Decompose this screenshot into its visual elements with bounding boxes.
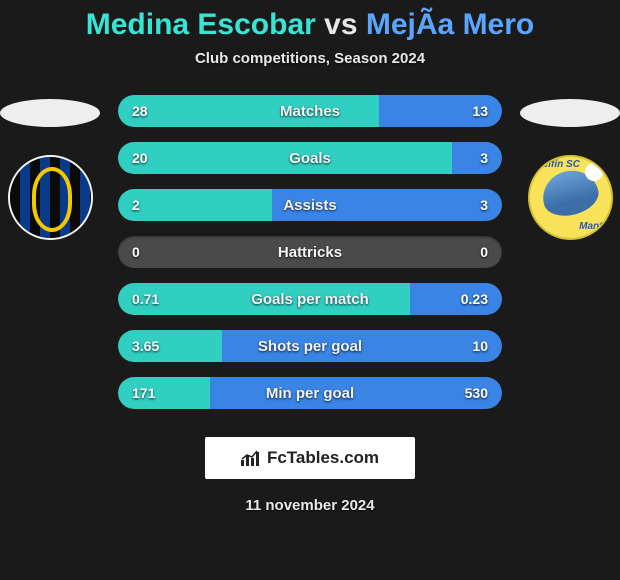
stat-value-right: 0 — [480, 244, 488, 260]
player1-club-crest-icon — [8, 155, 93, 240]
right-side-column: Delfín SC Mant — [520, 95, 620, 240]
brand-text: FcTables.com — [267, 448, 379, 468]
player2-name: MejÃ­a Mero — [366, 8, 534, 41]
player2-flag-icon — [520, 99, 620, 127]
stat-bar: Goals20 3 — [118, 142, 502, 174]
stat-bar: Shots per goal3.65 10 — [118, 330, 502, 362]
stat-value-left: 28 — [132, 103, 148, 119]
stat-value-right: 3 — [480, 150, 488, 166]
brand-chart-icon — [241, 450, 261, 466]
stat-value-left: 0 — [132, 244, 140, 260]
stat-value-left: 2 — [132, 197, 140, 213]
brand-box[interactable]: FcTables.com — [205, 437, 415, 479]
stat-value-right: 10 — [472, 338, 488, 354]
left-side-column — [0, 95, 100, 240]
stat-label: Min per goal — [118, 385, 502, 402]
stat-bar: Assists2 3 — [118, 189, 502, 221]
stat-label: Matches — [118, 103, 502, 120]
stat-label: Hattricks — [118, 244, 502, 261]
player1-flag-icon — [0, 99, 100, 127]
subtitle: Club competitions, Season 2024 — [195, 50, 425, 67]
stats-column: Matches2813Goals203Assists23Hattricks00G… — [118, 95, 502, 409]
stat-bar: Min per goal171 530 — [118, 377, 502, 409]
stat-value-right: 13 — [472, 103, 488, 119]
stat-label: Shots per goal — [118, 338, 502, 355]
crest-text-top: Delfín SC — [536, 159, 580, 170]
stat-value-left: 20 — [132, 150, 148, 166]
footer-date: 11 november 2024 — [245, 497, 374, 514]
stat-value-left: 0.71 — [132, 291, 159, 307]
player1-name: Medina Escobar — [86, 8, 316, 41]
stat-value-right: 3 — [480, 197, 488, 213]
player2-club-crest-icon: Delfín SC Mant — [528, 155, 613, 240]
stat-value-right: 0.23 — [461, 291, 488, 307]
stat-bar: Hattricks0 0 — [118, 236, 502, 268]
stat-bar: Goals per match0.71 0.23 — [118, 283, 502, 315]
stat-value-right: 530 — [465, 385, 488, 401]
crest-text-bottom: Mant — [579, 221, 602, 232]
stat-value-left: 3.65 — [132, 338, 159, 354]
stat-label: Assists — [118, 197, 502, 214]
stat-label: Goals per match — [118, 291, 502, 308]
stat-label: Goals — [118, 150, 502, 167]
vs-text: vs — [324, 8, 357, 41]
main-row: Matches2813Goals203Assists23Hattricks00G… — [0, 95, 620, 409]
stat-bar: Matches28 13 — [118, 95, 502, 127]
page-title: Medina Escobar vs MejÃ­a Mero — [86, 8, 535, 42]
stat-value-left: 171 — [132, 385, 155, 401]
comparison-card: Medina Escobar vs MejÃ­a Mero Club compe… — [0, 0, 620, 580]
